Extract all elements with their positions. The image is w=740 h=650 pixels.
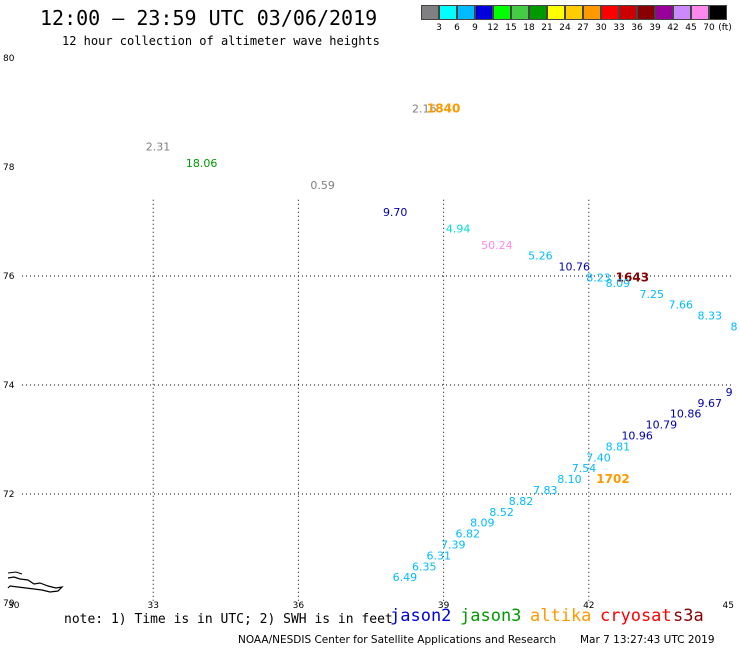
legend-swatch	[655, 5, 673, 20]
legend-label: 39	[649, 23, 661, 33]
wave-height-label: 7.25	[639, 288, 664, 301]
legend-label: 24	[559, 23, 571, 33]
lon-tick-label: 42	[583, 601, 594, 611]
wave-height-label: 18.06	[186, 157, 218, 170]
wave-height-label: 8	[731, 321, 738, 334]
axis-tick-labels: 30 33 36 39 42 45 70 72 74 76 78 80	[3, 54, 734, 611]
wave-height-label: 7.54	[572, 462, 597, 475]
legend-swatch	[493, 5, 511, 20]
legend-label: 36	[631, 23, 643, 33]
map-title: 12:00 – 23:59 UTC 03/06/2019	[40, 6, 378, 30]
wave-height-label: 9.70	[383, 206, 408, 219]
footer-note: note: 1) Time is in UTC; 2) SWH is in fe…	[64, 612, 393, 627]
satellite-label-jason3: jason3	[460, 606, 522, 626]
wave-height-label: 8.09	[606, 277, 631, 290]
satellite-label-altika: altika	[530, 606, 592, 626]
wave-height-label: 4.94	[446, 222, 471, 235]
wave-height-label: 8.82	[509, 495, 534, 508]
legend-swatch	[457, 5, 475, 20]
wave-height-label: 6.31	[427, 549, 452, 562]
lon-tick-label: 39	[438, 601, 450, 611]
lat-tick-label: 80	[3, 54, 15, 64]
wave-height-label: 7.40	[586, 451, 611, 464]
legend-label: 33	[613, 23, 625, 33]
legend-swatch	[691, 5, 709, 20]
legend-label: 42	[667, 23, 679, 33]
wave-height-label: 7.66	[669, 299, 694, 312]
legend-label: 45	[685, 23, 697, 33]
legend-unit-label: (ft)	[718, 23, 732, 33]
wave-height-label: 10.96	[621, 430, 653, 443]
wave-height-label: 10.86	[670, 408, 702, 421]
lon-tick-label: 33	[147, 601, 158, 611]
legend-label: 12	[487, 23, 499, 33]
lat-tick-label: 78	[3, 163, 15, 173]
wave-height-label: 7.39	[441, 539, 466, 552]
legend-swatch	[601, 5, 619, 20]
legend-label: 30	[595, 23, 607, 33]
generation-timestamp: Mar 7 13:27:43 UTC 2019	[580, 634, 715, 646]
wave-height-label: 0.59	[310, 179, 335, 192]
legend-swatch	[637, 5, 655, 20]
legend-swatch	[583, 5, 601, 20]
legend-swatch	[547, 5, 565, 20]
legend-swatch	[619, 5, 637, 20]
legend-swatch	[709, 5, 727, 20]
lon-tick-label: 36	[293, 601, 305, 611]
wave-height-label: 1702	[596, 472, 629, 486]
legend-swatch	[439, 5, 457, 20]
legend-swatch	[529, 5, 547, 20]
wave-height-label: 10.76	[559, 261, 591, 274]
wave-height-label: 8.33	[698, 310, 723, 323]
legend-label: 27	[577, 23, 589, 33]
lat-tick-label: 70	[3, 599, 15, 609]
wave-height-label: 8.52	[489, 506, 514, 519]
coastline-segment	[7, 571, 23, 575]
legend-swatch	[565, 5, 583, 20]
wave-height-label: 50.24	[481, 239, 513, 252]
wave-height-label: 7.83	[533, 484, 558, 497]
wave-height-label: 8.10	[557, 473, 582, 486]
wave-height-label: 9	[726, 386, 733, 399]
lat-tick-label: 76	[3, 272, 15, 282]
legend-label: 21	[541, 23, 553, 33]
lon-tick-label: 45	[723, 601, 734, 611]
wave-height-label: 2.31	[146, 141, 171, 154]
legend-swatch	[673, 5, 691, 20]
wave-height-label: 8.23	[586, 271, 611, 284]
satellite-label-s3a: s3a	[673, 606, 704, 626]
wave-height-label: 2.16	[412, 103, 437, 116]
map-subtitle: 12 hour collection of altimeter wave hei…	[62, 34, 380, 48]
wave-height-label: 6.82	[456, 528, 481, 541]
legend-label: 15	[505, 23, 517, 33]
legend-swatch	[421, 5, 439, 20]
wave-height-label: 5.26	[528, 250, 553, 263]
satellite-label-jason2: jason2	[390, 606, 452, 626]
legend-swatch	[511, 5, 529, 20]
coastline	[7, 571, 64, 593]
wave-height-label: 1840	[427, 102, 460, 116]
legend-swatch	[475, 5, 493, 20]
legend-label: 18	[523, 23, 535, 33]
legend-label: 70	[703, 23, 715, 33]
wave-height-label: 10.79	[646, 419, 678, 432]
legend-label: 3	[436, 23, 442, 33]
lon-tick-label: 30	[8, 601, 20, 611]
wave-height-label: 8.81	[606, 440, 631, 453]
wave-height-label: 8.09	[470, 517, 495, 530]
credit-text: NOAA/NESDIS Center for Satellite Applica…	[238, 634, 556, 646]
wave-height-label: 9.67	[698, 397, 723, 410]
wave-height-label: 6.35	[412, 560, 437, 573]
lat-tick-label: 74	[3, 381, 15, 391]
satellite-label-cryosat: cryosat	[600, 606, 672, 626]
lat-lon-grid	[22, 199, 734, 603]
legend-label: 6	[454, 23, 460, 33]
wave-height-label: 6.49	[393, 571, 418, 584]
coastline-segment	[7, 576, 64, 593]
lat-tick-label: 72	[3, 490, 14, 500]
legend-label: 9	[472, 23, 478, 33]
wave-height-label: 1643	[616, 270, 649, 284]
